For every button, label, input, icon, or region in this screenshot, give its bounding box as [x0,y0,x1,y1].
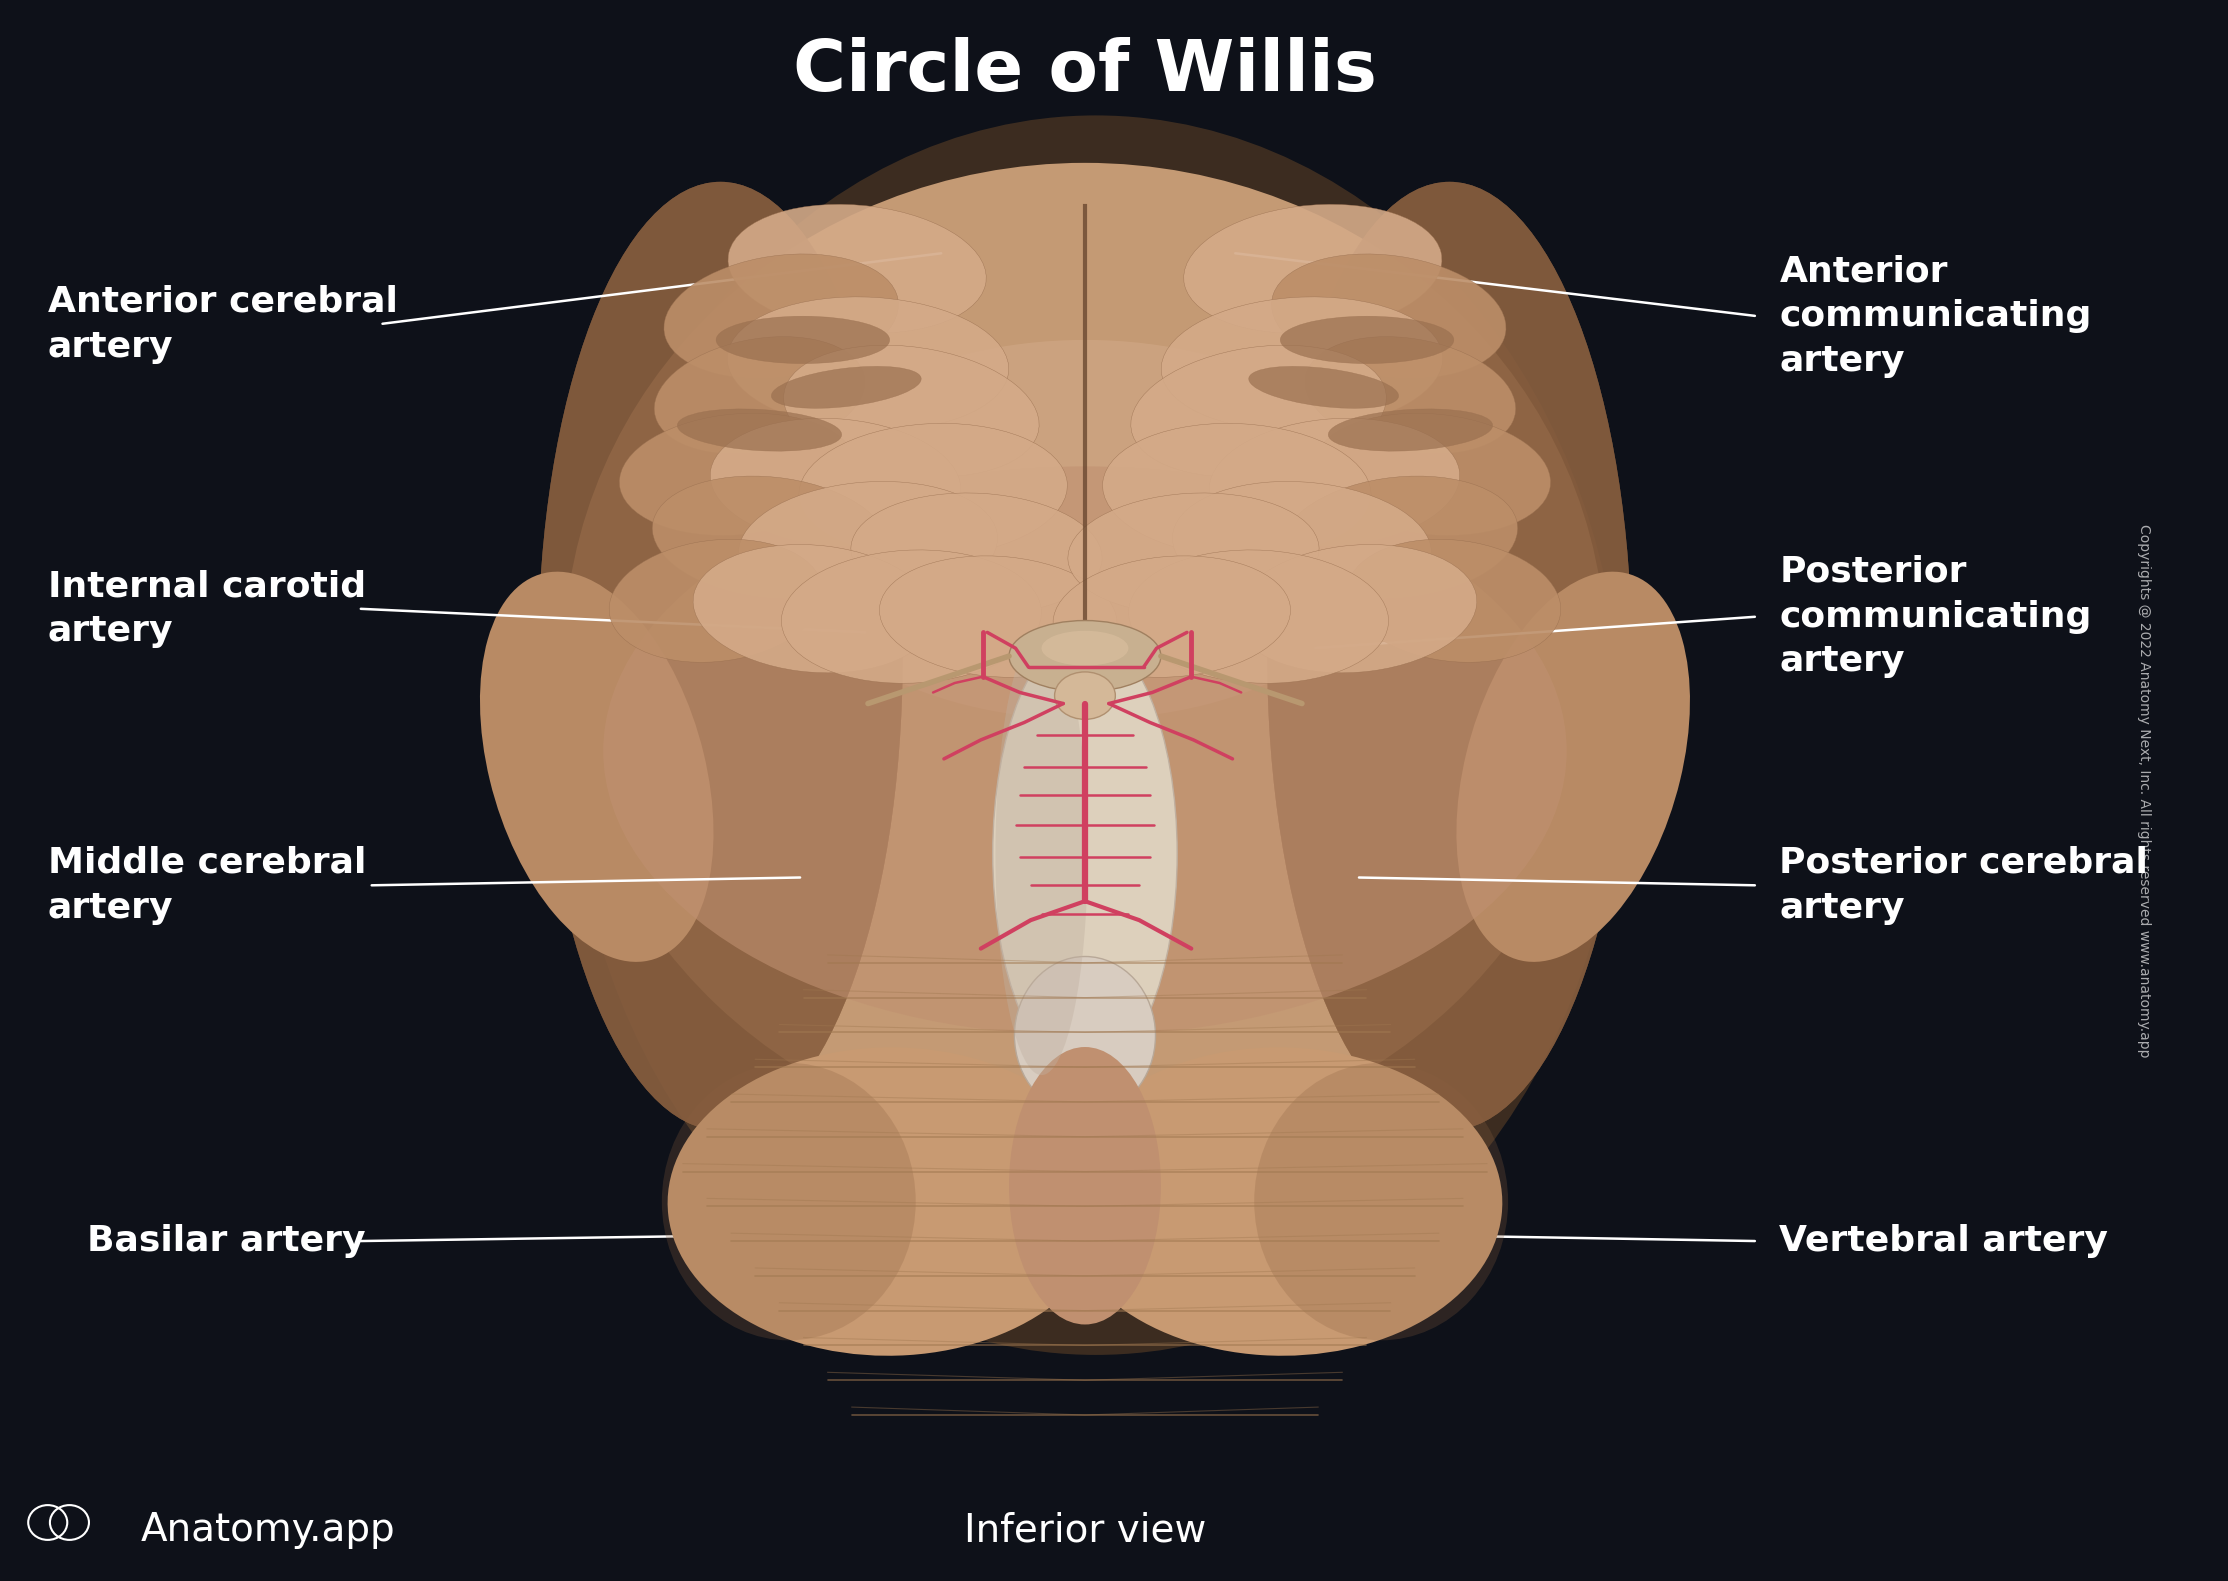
Ellipse shape [782,550,1040,683]
Text: Middle cerebral
artery: Middle cerebral artery [47,846,365,925]
Text: Copyrights @ 2022 Anatomy Next, Inc. All rights reserved www.anatomy.app: Copyrights @ 2022 Anatomy Next, Inc. All… [2137,523,2150,1058]
Ellipse shape [1268,182,1631,1130]
Text: Basilar artery: Basilar artery [87,1224,365,1258]
Ellipse shape [662,1062,916,1341]
Ellipse shape [1009,620,1161,692]
Ellipse shape [1172,482,1430,609]
Ellipse shape [715,316,889,364]
Ellipse shape [1130,550,1388,683]
Ellipse shape [800,424,1067,557]
Ellipse shape [1254,1062,1508,1341]
Text: Circle of Willis: Circle of Willis [793,36,1377,106]
Ellipse shape [1040,631,1127,666]
Ellipse shape [664,255,898,378]
Ellipse shape [1161,297,1444,430]
Ellipse shape [604,466,1566,1036]
Ellipse shape [773,340,1397,719]
Ellipse shape [771,367,920,408]
Ellipse shape [1237,544,1477,674]
Ellipse shape [1328,409,1493,451]
Ellipse shape [1103,424,1370,557]
Ellipse shape [726,297,1009,430]
Ellipse shape [570,115,1622,1355]
Ellipse shape [851,493,1103,613]
Ellipse shape [564,163,1606,1149]
Text: Posterior
communicating
artery: Posterior communicating artery [1780,555,2092,678]
Ellipse shape [784,345,1038,477]
Ellipse shape [1348,539,1562,662]
Ellipse shape [1248,367,1399,408]
Ellipse shape [668,1047,1112,1356]
Ellipse shape [1281,476,1517,599]
Ellipse shape [1268,182,1631,1130]
Ellipse shape [1058,1047,1502,1356]
Ellipse shape [539,182,902,1130]
Text: Posterior cerebral
artery: Posterior cerebral artery [1780,846,2148,925]
Ellipse shape [1054,557,1290,677]
Ellipse shape [653,476,889,599]
Text: Anterior
communicating
artery: Anterior communicating artery [1780,255,2092,378]
Text: Anterior cerebral
artery: Anterior cerebral artery [47,285,397,364]
Ellipse shape [1009,1047,1161,1325]
Ellipse shape [729,204,987,334]
Ellipse shape [996,632,1087,1075]
Ellipse shape [655,337,864,454]
Ellipse shape [539,182,902,1130]
Ellipse shape [1272,255,1506,378]
Ellipse shape [539,182,902,1130]
Ellipse shape [1132,345,1386,477]
Ellipse shape [1054,672,1116,719]
Text: Vertebral artery: Vertebral artery [1780,1224,2108,1258]
Ellipse shape [1268,182,1631,1130]
Ellipse shape [539,182,902,1130]
Ellipse shape [677,409,842,451]
Text: Anatomy.app: Anatomy.app [140,1511,397,1549]
Ellipse shape [880,557,1116,677]
Ellipse shape [619,413,856,536]
Ellipse shape [1281,316,1455,364]
Ellipse shape [1210,419,1459,545]
Text: Internal carotid
artery: Internal carotid artery [47,569,365,648]
Text: Inferior view: Inferior view [965,1511,1205,1549]
Ellipse shape [479,572,713,961]
Ellipse shape [711,419,960,545]
Ellipse shape [1315,413,1551,536]
Ellipse shape [1014,957,1156,1115]
Ellipse shape [693,544,934,674]
Ellipse shape [737,482,998,609]
Ellipse shape [1268,182,1631,1130]
Ellipse shape [1306,337,1515,454]
Ellipse shape [994,632,1176,1075]
Ellipse shape [1268,182,1631,1130]
Ellipse shape [1183,204,1442,334]
Ellipse shape [1067,493,1319,613]
Ellipse shape [608,539,822,662]
Ellipse shape [539,182,902,1130]
Ellipse shape [1457,572,1691,961]
